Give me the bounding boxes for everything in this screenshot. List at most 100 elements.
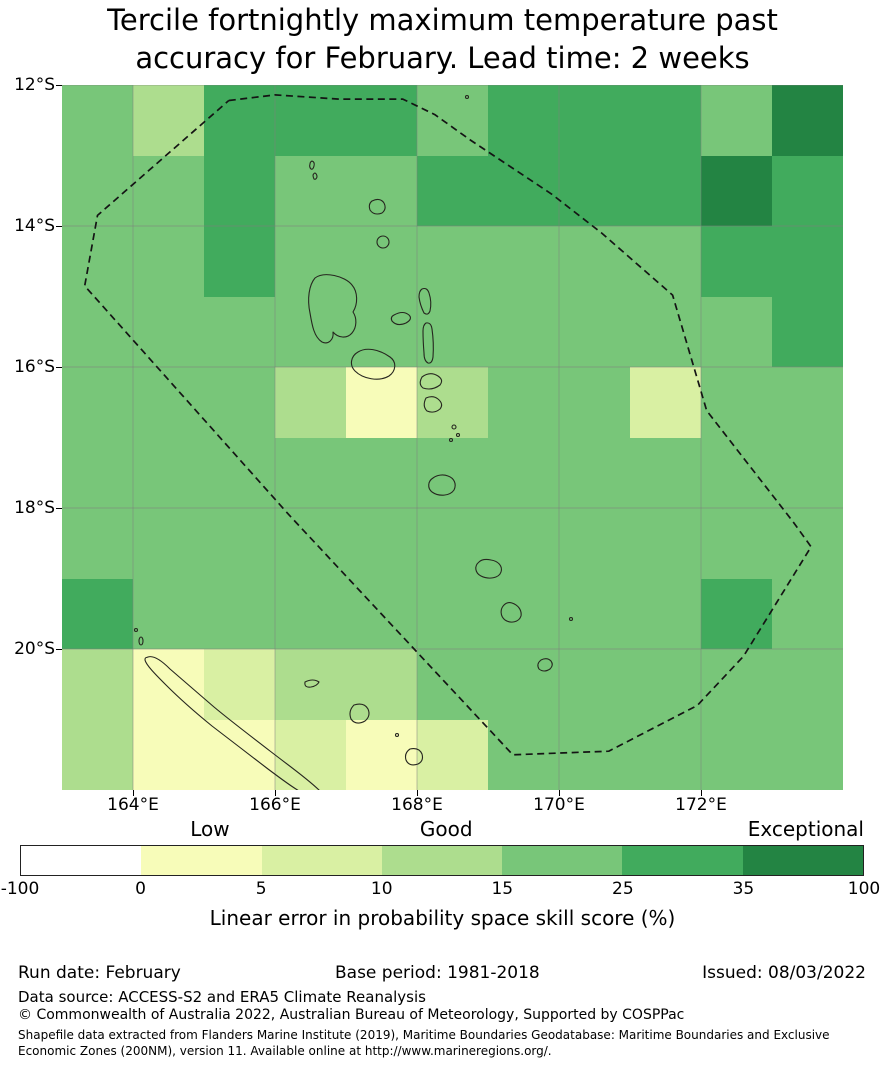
heatmap-cell [275,296,346,367]
heatmap-cell [772,296,843,367]
gridlines [62,85,843,790]
heatmap-cell [417,155,488,226]
heatmap-cell [275,226,346,297]
heatmap-cell [488,578,559,649]
chart-title: Tercile fortnightly maximum temperature … [0,1,885,78]
heatmap-cell [346,508,417,579]
y-tick-mark [56,508,62,509]
colorbar-caption: Linear error in probability space skill … [209,906,676,930]
heatmap-cell [417,296,488,367]
heatmap-cell [204,437,275,508]
heatmap-cell [630,719,701,790]
heatmap-cell [133,226,204,297]
y-tick-label: 12°S [14,75,55,95]
heatmap-cell [204,508,275,579]
heatmap-cell [62,649,133,720]
heatmap-cell [488,649,559,720]
island-outlines [133,94,574,790]
heatmap-cell [133,437,204,508]
x-tick-mark [701,790,702,796]
heatmap-cell [772,649,843,720]
eez-boundary-line [83,94,812,756]
heatmap-cell [133,155,204,226]
colorbar-segment [502,846,623,875]
heatmap-cell [630,367,701,438]
heatmap-cell [701,226,772,297]
heatmap-cell [630,437,701,508]
legend-label-good: Good [419,817,473,841]
heatmap-cell [630,296,701,367]
heatmap-cell [417,578,488,649]
heatmap-cell [559,649,630,720]
y-tick-mark [56,226,62,227]
base-period-text: Base period: 1981-2018 [335,963,540,983]
colorbar-tick-label: 5 [255,879,267,899]
heatmap-cell [559,508,630,579]
heatmap-cell [630,226,701,297]
legend-label-low: Low [190,817,230,841]
chart-title-line-2: accuracy for February. Lead time: 2 week… [135,41,750,76]
heatmap-cell [346,437,417,508]
heatmap-cell [488,367,559,438]
heatmap-cell [488,226,559,297]
heatmap-cell [701,719,772,790]
shapefile-note-line-2: Economic Zones (200NM), version 11. Avai… [18,1044,552,1059]
colorbar-tick-label: 100 [847,879,881,899]
heatmap-cell [701,649,772,720]
colorbar-segment [381,846,503,875]
legend-label-exceptional: Exceptional [747,817,864,841]
heatmap-cell [559,85,630,156]
heatmap-cell [62,719,133,790]
heatmap-cell [133,85,204,156]
heatmap-cell [204,649,275,720]
heatmap-cell [346,296,417,367]
heatmap-cell [62,508,133,579]
heatmap-cell [133,719,204,790]
heatmap-cell [204,296,275,367]
heatmap-cell [204,226,275,297]
heatmap-cell [772,226,843,297]
heatmap-cell [701,578,772,649]
heatmap-cell [701,367,772,438]
heatmap-cell [204,155,275,226]
heatmap-cell [275,437,346,508]
y-tick-mark [56,649,62,650]
colorbar-tick-label: 35 [732,879,755,899]
heatmap-cell [346,649,417,720]
heatmap-cells [62,85,843,790]
heatmap-cell [62,85,133,156]
heatmap-cell [417,649,488,720]
colorbar-segment [742,846,863,875]
heatmap-cell [204,367,275,438]
heatmap-cell [488,437,559,508]
heatmap-cell [559,296,630,367]
heatmap-cell [204,578,275,649]
x-tick-label: 168°E [391,795,443,815]
map-plot [62,85,843,790]
colorbar-segment [141,846,262,875]
heatmap-cell [133,296,204,367]
colorbar-tick-labels: -100 0 5 10 15 25 35 100 [1,879,881,899]
heatmap-cell [630,649,701,720]
heatmap-cell [559,226,630,297]
data-source-text: Data source: ACCESS-S2 and ERA5 Climate … [18,988,426,1006]
heatmap-cell [275,578,346,649]
chart-title-line-1: Tercile fortnightly maximum temperature … [107,3,778,37]
heatmap-cell [701,296,772,367]
heatmap-cell [346,226,417,297]
x-tick-label: 170°E [533,795,585,815]
x-tick-label: 166°E [249,795,301,815]
heatmap-cell [630,85,701,156]
heatmap-cell [417,85,488,156]
heatmap-cell [417,719,488,790]
heatmap-cell [275,155,346,226]
heatmap-cell [133,578,204,649]
heatmap-cell [559,437,630,508]
heatmap-cell [62,437,133,508]
heatmap-cell [701,155,772,226]
colorbar [20,845,864,876]
copyright-text: © Commonwealth of Australia 2022, Austra… [18,1007,685,1023]
shapefile-note: Shapefile data extracted from Flanders M… [18,1027,830,1059]
colorbar-segment [21,846,142,875]
